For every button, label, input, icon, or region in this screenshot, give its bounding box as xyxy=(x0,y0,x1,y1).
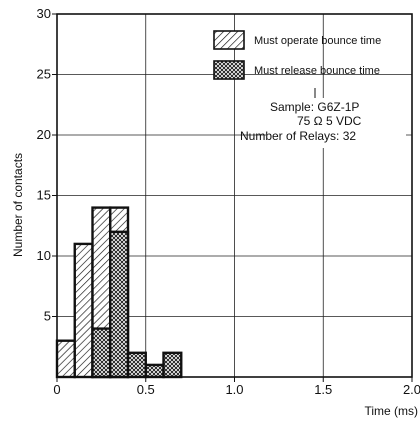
x-tick-label: 2.0 xyxy=(403,382,420,397)
bar-release xyxy=(144,363,165,379)
x-tick-label: 1.5 xyxy=(314,382,332,397)
bar-operate xyxy=(55,339,76,379)
legend-swatch-operate xyxy=(213,30,245,50)
y-axis-label: Number of contacts xyxy=(11,153,25,257)
y-tick-label: 15 xyxy=(37,188,51,203)
ticks-layer: 0 0.5 1.0 1.5 2.0 5 10 15 20 25 30 xyxy=(37,6,420,397)
x-axis-label: Time (ms) xyxy=(364,404,418,418)
bars-layer xyxy=(55,206,183,379)
bar-release xyxy=(91,327,112,379)
y-tick-label: 20 xyxy=(37,127,51,142)
y-tick-label: 30 xyxy=(37,6,51,21)
x-tick-label: 0 xyxy=(53,382,60,397)
legend-swatch-release xyxy=(213,60,245,80)
bar-operate xyxy=(73,242,94,379)
y-tick-label: 10 xyxy=(37,248,51,263)
x-tick-label: 1.0 xyxy=(225,382,243,397)
annotation-sample: Sample: G6Z-1P xyxy=(270,100,359,114)
y-tick-label: 5 xyxy=(44,309,51,324)
legend-label-release: Must release bounce time xyxy=(254,65,380,77)
bar-release xyxy=(109,230,130,379)
bar-release xyxy=(126,351,147,379)
annotation-relays: Number of Relays: 32 xyxy=(240,129,356,143)
y-tick-label: 25 xyxy=(37,67,51,82)
legend: Must operate bounce time Must release bo… xyxy=(213,30,381,80)
bar-release xyxy=(162,351,183,379)
annotation-rating: 75 Ω 5 VDC xyxy=(297,114,362,128)
sample-annotation: Sample: G6Z-1P 75 Ω 5 VDC Number of Rela… xyxy=(240,88,406,148)
legend-label-operate: Must operate bounce time xyxy=(254,35,381,47)
x-tick-label: 0.5 xyxy=(137,382,155,397)
